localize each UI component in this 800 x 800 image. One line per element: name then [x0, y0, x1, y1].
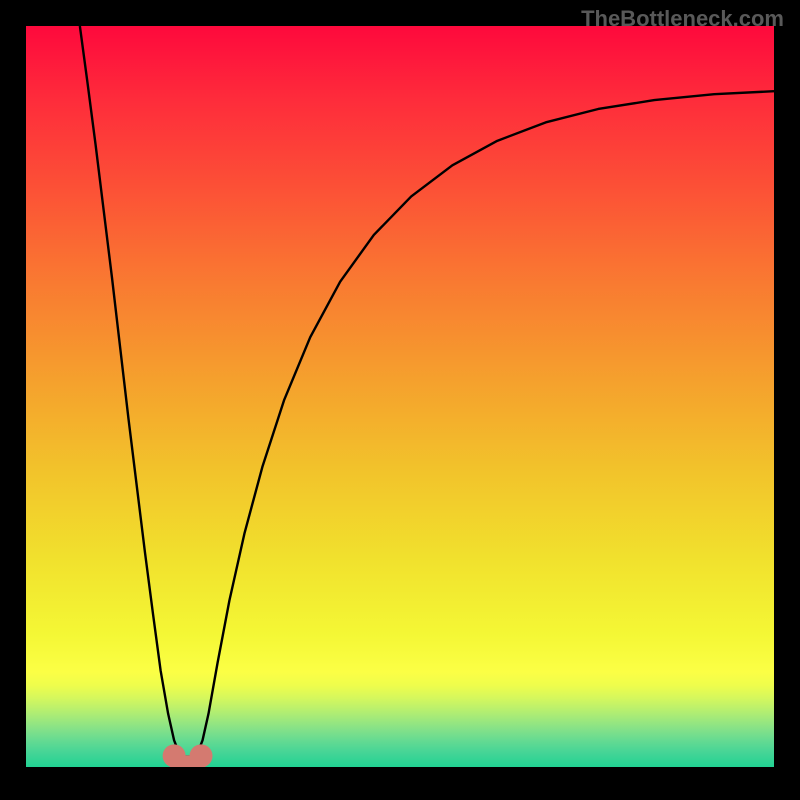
- gradient-background: [26, 26, 774, 767]
- valley-marker-1: [190, 744, 213, 767]
- bottleneck-chart: [26, 26, 774, 767]
- chart-svg: [26, 26, 774, 767]
- valley-marker-0: [163, 744, 186, 767]
- source-watermark: TheBottleneck.com: [581, 6, 784, 32]
